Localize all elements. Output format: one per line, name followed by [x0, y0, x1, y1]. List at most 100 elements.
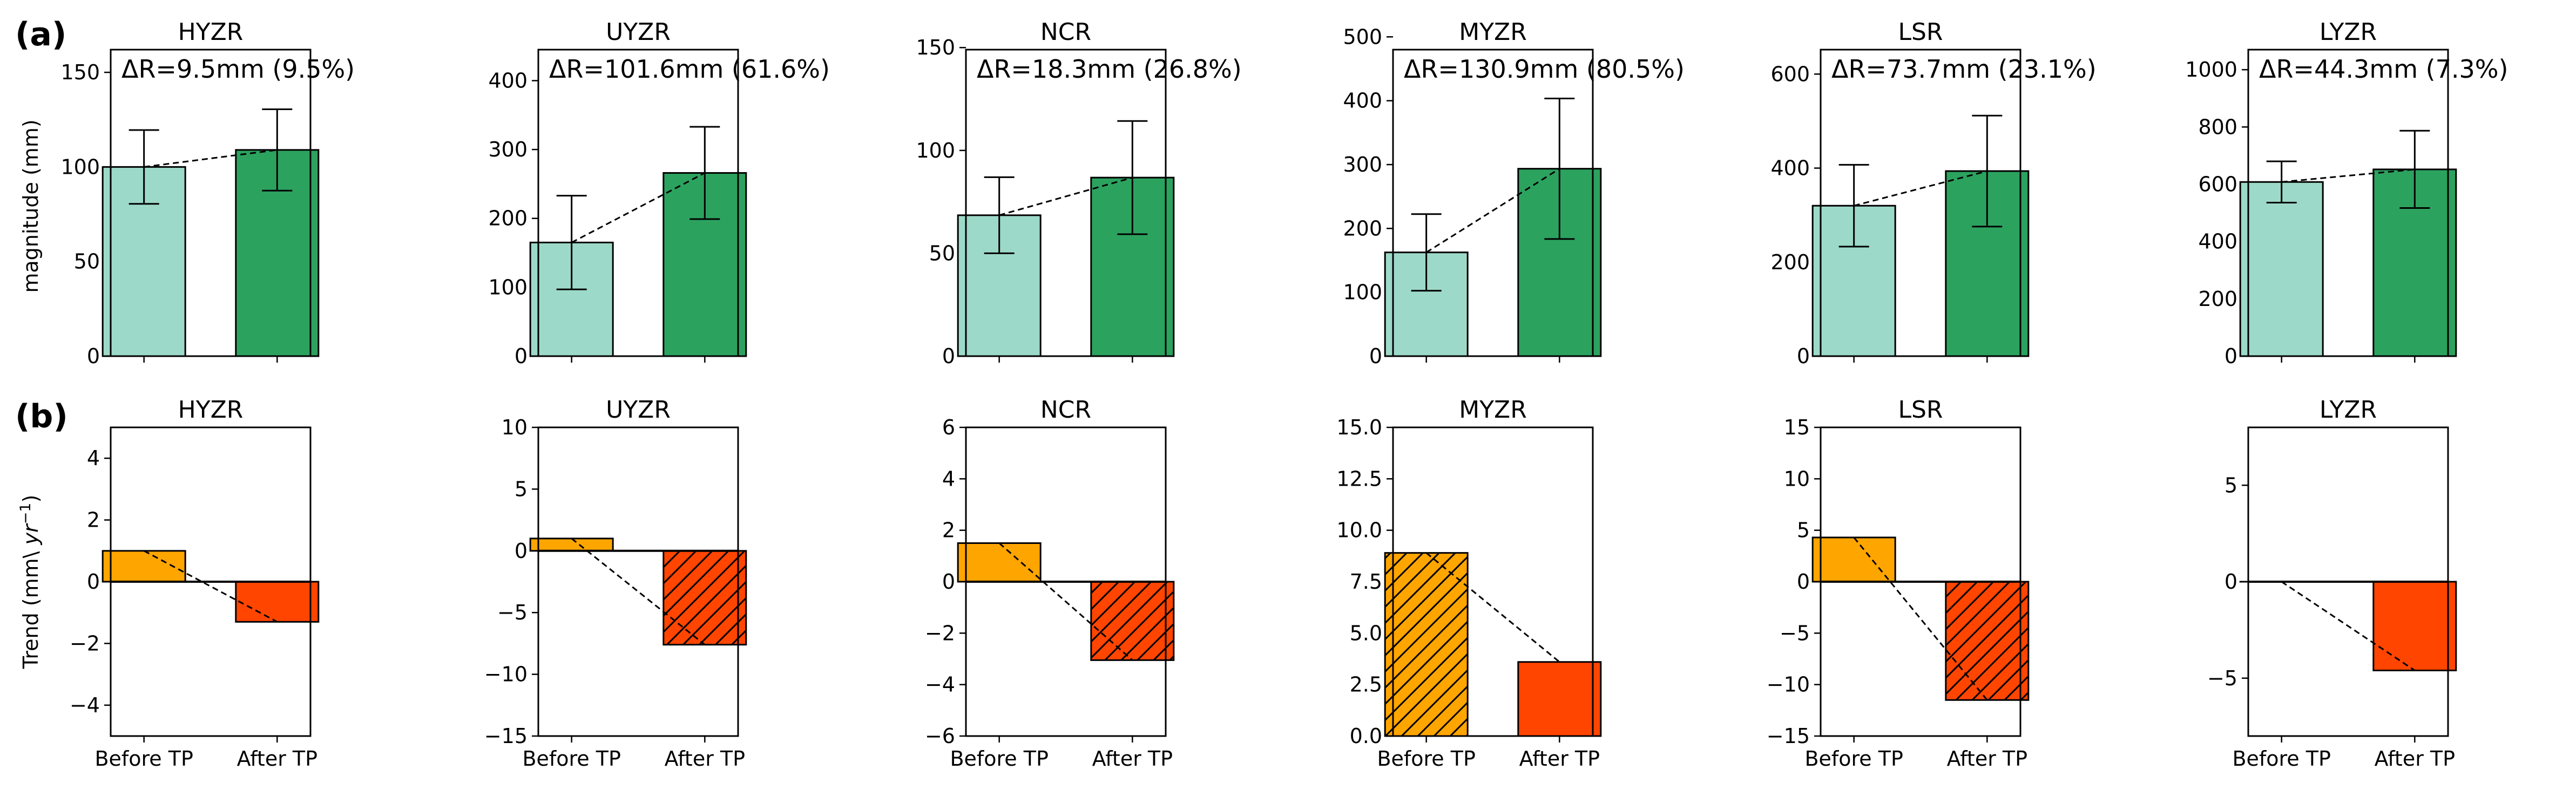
axes-frame [537, 426, 739, 737]
y-tick-label: 1000 [2185, 58, 2237, 81]
y-tick-label: 150 [60, 60, 100, 84]
y-tick-label: 500 [1343, 25, 1382, 49]
trend-dashed-line [571, 172, 706, 243]
y-tick-label: −2 [70, 631, 100, 655]
x-tick-label: Before TP [94, 747, 193, 771]
bar-before-tp [529, 537, 614, 552]
y-tick-label: 0 [1797, 570, 1810, 594]
x-tick-label: Before TP [2232, 747, 2330, 771]
trend-dashed-line [2281, 581, 2416, 671]
y-tick-label: 2 [942, 519, 955, 542]
y-tick-label: 300 [1343, 153, 1382, 176]
y-axis-label-b-unit: yr [19, 523, 43, 545]
trend-dashed-line [999, 176, 1133, 216]
chart-title: HYZR [178, 18, 244, 46]
row-label-b: (b) [15, 398, 68, 435]
y-tick-label: −4 [70, 693, 100, 717]
chart-title: LSR [1898, 396, 1943, 424]
chart-title: LYZR [2320, 18, 2377, 46]
axes-frame [110, 426, 312, 737]
y-tick-label: 600 [2198, 172, 2237, 196]
y-tick-label: 600 [1770, 62, 1810, 86]
y-tick-label: 200 [1343, 216, 1382, 240]
y-tick-label: 100 [916, 139, 955, 162]
y-tick-label: 0 [1797, 344, 1810, 368]
y-tick-label: 100 [60, 155, 100, 179]
y-tick-label: 10 [1784, 467, 1810, 491]
y-tick-label: 0.0 [1350, 724, 1382, 748]
chart-title: MYZR [1459, 18, 1527, 46]
axes-frame [1820, 426, 2021, 737]
y-tick-label: 200 [488, 207, 528, 230]
chart-title: LSR [1898, 18, 1943, 46]
y-axis-label-b-exp: −1 [17, 503, 34, 525]
y-tick-label: 0 [87, 570, 100, 594]
bar-hatch [1945, 582, 2029, 700]
bar-before-tp [1811, 536, 1896, 583]
axes-frame [2247, 49, 2449, 357]
y-tick-label: 0 [942, 344, 955, 368]
y-tick-label: 0 [2225, 570, 2237, 594]
y-tick-label: 15.0 [1336, 416, 1382, 439]
y-tick-label: 150 [916, 36, 955, 59]
chart-panel-a-lyzr: LYZR 0 200 400 600 800 1000 ΔR=44.3mm (7.3%) [2185, 18, 2508, 368]
y-tick-label: 6 [942, 416, 955, 439]
y-tick-label: 400 [2198, 230, 2237, 254]
x-tick-label: After TP [2375, 747, 2455, 771]
delta-r-annotation: ΔR=73.7mm (23.1%) [1831, 55, 2097, 84]
x-tick-label: After TP [1947, 747, 2027, 771]
bar-after-tp [1517, 661, 1602, 737]
y-tick-label: 0 [942, 570, 955, 594]
y-tick-label: 50 [929, 241, 955, 265]
y-tick-label: 400 [1343, 89, 1382, 113]
y-tick-label: 2.5 [1350, 673, 1382, 697]
bar-hatch [1091, 582, 1174, 660]
chart-title: HYZR [178, 396, 244, 424]
trend-dashed-line [571, 537, 706, 645]
y-tick-label: −10 [484, 663, 528, 686]
chart-panel-a-myzr: MYZR 0 100 200 300 400 500 ΔR=130.9mm (80.5%) [1343, 18, 1684, 368]
axes-frame [110, 49, 312, 357]
trend-dashed-line [1425, 168, 1560, 253]
chart-title: NCR [1040, 18, 1091, 46]
chart-title: UYZR [606, 396, 671, 424]
trend-dashed-line [143, 550, 278, 623]
trend-dashed-line [1854, 170, 1987, 207]
y-tick-label: 400 [1770, 156, 1810, 180]
y-tick-label: 2 [87, 508, 100, 532]
axes-frame [2247, 426, 2449, 737]
bar-hatch [663, 550, 746, 645]
y-tick-label: 0 [1369, 344, 1382, 368]
chart-panel-b-lyzr: LYZR −5 0 5 Before TP After TP [2207, 396, 2457, 771]
chart-panel-a-ncr: NCR 0 50 100 150 ΔR=18.3mm (26.8%) [916, 18, 1241, 368]
y-tick-label: 400 [488, 69, 528, 92]
axes-frame [1392, 49, 1594, 357]
chart-panel-a-hyzr: HYZR 0 50 100 150 ΔR=9.5mm (9.5%) [60, 18, 355, 368]
y-tick-label: 5.0 [1350, 621, 1382, 645]
y-tick-label: −10 [1767, 673, 1810, 697]
y-tick-label: −5 [1780, 621, 1810, 645]
y-tick-label: 4 [942, 467, 955, 491]
axes-frame [537, 49, 739, 357]
x-tick-label: After TP [1092, 747, 1173, 771]
y-tick-label: −15 [484, 724, 528, 748]
y-tick-label: 5 [1797, 519, 1810, 542]
y-tick-label: 50 [74, 250, 100, 274]
x-tick-label: Before TP [950, 747, 1048, 771]
chart-panel-a-lsr: LSR 0 200 400 600 ΔR=73.7mm (23.1%) [1770, 18, 2096, 368]
y-tick-label: 0 [515, 539, 528, 563]
x-tick-label: Before TP [1804, 747, 1903, 771]
delta-r-annotation: ΔR=18.3mm (26.8%) [977, 55, 1242, 84]
y-tick-label: −5 [2207, 666, 2237, 690]
axes-frame [965, 426, 1167, 737]
y-axis-label-a: magnitude (mm) [19, 119, 43, 292]
bar-before-tp [957, 542, 1042, 583]
chart-panel-b-lsr: LSR −15 −10 −5 0 5 10 15 Before TP After TP [1767, 396, 2030, 771]
y-tick-label: −4 [925, 673, 955, 697]
delta-r-annotation: ΔR=130.9mm (80.5%) [1404, 55, 1685, 84]
axes-frame [1820, 49, 2021, 357]
y-tick-label: 15 [1784, 416, 1810, 439]
y-tick-label: 0 [515, 344, 528, 368]
x-tick-label: Before TP [1377, 747, 1475, 771]
